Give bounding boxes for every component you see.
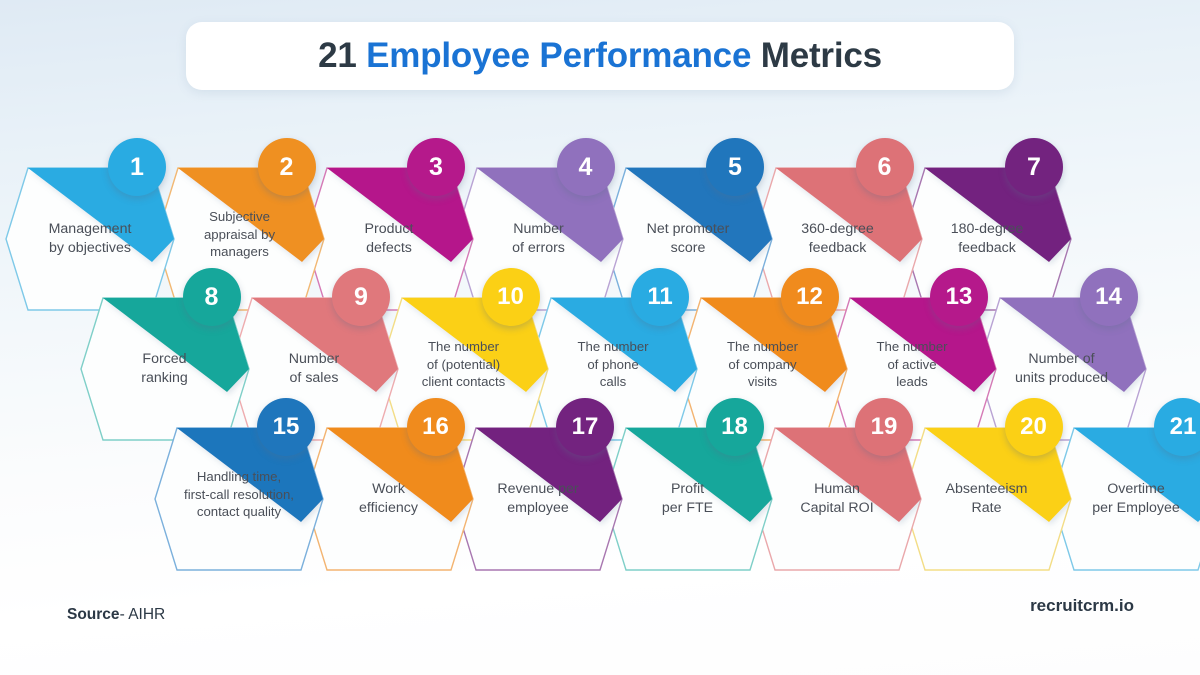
metric-hexagon-17[interactable]: Revenue per employee 17 [453, 398, 623, 596]
metric-hexagon-18[interactable]: Profit per FTE 18 [602, 398, 773, 596]
metric-number-badge-8[interactable]: 8 [182, 268, 241, 326]
metric-number-badge-21[interactable]: 21 [1154, 398, 1200, 456]
metric-number-badge-17[interactable]: 17 [556, 398, 614, 456]
metric-number: 6 [877, 152, 892, 181]
metric-number-badge-19[interactable]: 19 [855, 398, 913, 456]
metric-number-badge-4[interactable]: 4 [556, 138, 615, 196]
metric-number: 21 [1169, 413, 1197, 440]
metric-number-badge-12[interactable]: 12 [780, 268, 839, 326]
metric-number-badge-14[interactable]: 14 [1079, 268, 1138, 326]
metric-hexagon-21[interactable]: Overtime per Employee 21 [1051, 398, 1200, 596]
source-credit: Source- AIHR [67, 606, 165, 624]
metric-number: 11 [647, 283, 673, 310]
metric-number: 20 [1020, 413, 1047, 440]
metric-number-badge-1[interactable]: 1 [108, 138, 166, 196]
metric-number: 2 [279, 152, 294, 181]
metric-number: 16 [422, 413, 449, 440]
metric-number-badge-5[interactable]: 5 [706, 138, 764, 196]
title-card: 21 Employee Performance Metrics [186, 22, 1014, 90]
metric-number: 8 [204, 282, 219, 311]
title-count: 21 [318, 36, 357, 75]
title-highlight: Employee Performance [366, 36, 752, 75]
metric-number-badge-11[interactable]: 11 [631, 268, 689, 326]
metric-number: 17 [571, 413, 599, 440]
metric-number: 5 [728, 152, 742, 181]
source-label: Source [67, 606, 120, 623]
metric-number: 12 [796, 283, 823, 310]
source-value: AIHR [128, 606, 166, 623]
metric-number: 9 [354, 282, 368, 311]
metric-hexagon-20[interactable]: Absenteeism Rate 20 [901, 398, 1072, 596]
metric-number-badge-15[interactable]: 15 [257, 398, 315, 456]
metric-number-badge-18[interactable]: 18 [705, 398, 764, 456]
metric-number-badge-6[interactable]: 6 [855, 138, 914, 196]
page-title: 21 Employee Performance Metrics [318, 36, 882, 76]
metric-number: 13 [945, 283, 973, 310]
metric-number: 15 [272, 413, 300, 440]
metric-hexagon-8[interactable]: Forced ranking 8 [79, 268, 250, 466]
metric-hexagon-16[interactable]: Work efficiency 16 [303, 398, 474, 596]
metric-number: 4 [578, 152, 593, 181]
metric-number: 14 [1095, 283, 1122, 310]
metric-number-badge-9[interactable]: 9 [332, 268, 390, 326]
brand-watermark: recruitcrm.io [1030, 596, 1134, 615]
metric-number: 10 [497, 283, 524, 310]
metric-hexagon-15[interactable]: Handling time, first-call resolution, cont… [154, 398, 324, 596]
metric-number: 7 [1027, 152, 1041, 181]
metric-number: 1 [130, 152, 144, 181]
metric-hexagon-19[interactable]: Human Capital ROI 19 [752, 398, 922, 596]
metric-number-badge-13[interactable]: 13 [930, 268, 988, 326]
metric-number: 3 [429, 152, 443, 181]
metric-number-badge-7[interactable]: 7 [1005, 138, 1063, 196]
metric-number-badge-2[interactable]: 2 [257, 138, 316, 196]
metric-number: 19 [870, 413, 898, 440]
source-separator: - [119, 606, 129, 623]
metric-number: 18 [721, 413, 748, 440]
metric-number-badge-3[interactable]: 3 [407, 138, 465, 196]
title-tail: Metrics [760, 36, 882, 75]
metric-number-badge-10[interactable]: 10 [481, 268, 540, 326]
metric-number-badge-16[interactable]: 16 [406, 398, 465, 456]
metric-number-badge-20[interactable]: 20 [1004, 398, 1063, 456]
